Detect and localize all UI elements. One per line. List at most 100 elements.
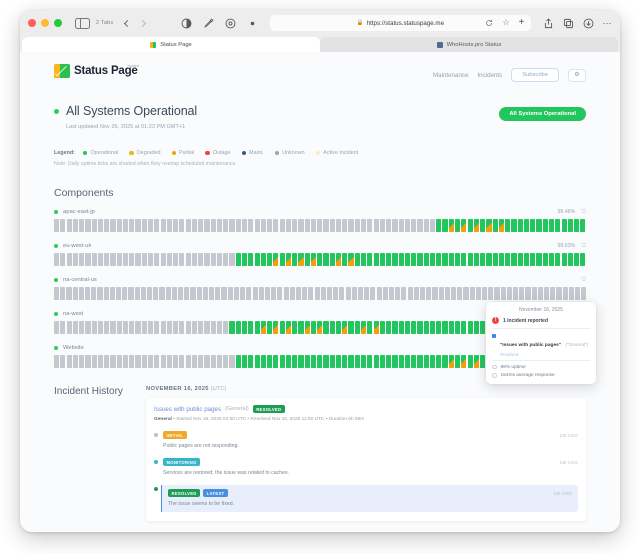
uptime-tick[interactable] bbox=[191, 321, 198, 334]
uptime-tick[interactable] bbox=[216, 321, 223, 334]
uptime-tick[interactable] bbox=[308, 287, 314, 300]
uptime-tick[interactable] bbox=[482, 287, 488, 300]
uptime-tick[interactable] bbox=[480, 321, 486, 334]
uptime-tick[interactable] bbox=[448, 355, 454, 368]
uptime-tick[interactable] bbox=[574, 253, 580, 266]
uptime-tick[interactable] bbox=[66, 287, 72, 300]
uptime-tick[interactable] bbox=[135, 321, 141, 334]
uptime-tick[interactable] bbox=[292, 355, 298, 368]
uptime-tick[interactable] bbox=[398, 355, 404, 368]
uptime-tick[interactable] bbox=[376, 287, 382, 300]
uptime-tick[interactable] bbox=[216, 355, 223, 368]
uptime-tick[interactable] bbox=[147, 253, 154, 266]
uptime-tick[interactable] bbox=[519, 287, 525, 300]
uptime-tick[interactable] bbox=[91, 287, 97, 300]
uptime-tick[interactable] bbox=[556, 287, 562, 300]
uptime-tick[interactable] bbox=[235, 219, 241, 232]
uptime-tick[interactable] bbox=[310, 355, 317, 368]
uptime-tick[interactable] bbox=[492, 253, 498, 266]
uptime-tick[interactable] bbox=[235, 355, 241, 368]
uptime-tick[interactable] bbox=[103, 287, 109, 300]
uptime-tick[interactable] bbox=[386, 321, 392, 334]
downloads-icon[interactable] bbox=[583, 18, 594, 29]
uptime-tick[interactable] bbox=[423, 253, 429, 266]
uptime-tick[interactable] bbox=[154, 355, 160, 368]
uptime-tick[interactable] bbox=[436, 253, 442, 266]
uptime-tick[interactable] bbox=[335, 321, 342, 334]
uptime-tick[interactable] bbox=[323, 219, 329, 232]
uptime-tick[interactable] bbox=[367, 321, 373, 334]
uptime-tick[interactable] bbox=[525, 287, 531, 300]
uptime-tick-bar[interactable] bbox=[54, 219, 586, 232]
uptime-tick[interactable] bbox=[221, 287, 227, 300]
uptime-tick[interactable] bbox=[122, 355, 129, 368]
uptime-tick[interactable] bbox=[348, 355, 354, 368]
uptime-tick[interactable] bbox=[429, 355, 436, 368]
uptime-tick[interactable] bbox=[417, 321, 423, 334]
uptime-tick[interactable] bbox=[480, 355, 486, 368]
uptime-tick[interactable] bbox=[116, 321, 122, 334]
uptime-tick[interactable] bbox=[530, 219, 536, 232]
uptime-tick[interactable] bbox=[455, 355, 461, 368]
uptime-tick[interactable] bbox=[147, 219, 154, 232]
uptime-tick[interactable] bbox=[241, 253, 248, 266]
uptime-tick[interactable] bbox=[467, 355, 473, 368]
uptime-tick[interactable] bbox=[85, 219, 91, 232]
uptime-tick[interactable] bbox=[561, 253, 567, 266]
uptime-tick[interactable] bbox=[260, 355, 266, 368]
uptime-tick[interactable] bbox=[310, 253, 317, 266]
uptime-tick[interactable] bbox=[165, 287, 171, 300]
uptime-tick[interactable] bbox=[273, 355, 279, 368]
uptime-tick[interactable] bbox=[198, 355, 204, 368]
uptime-tick[interactable] bbox=[461, 321, 467, 334]
uptime-tick[interactable] bbox=[548, 219, 555, 232]
uptime-tick[interactable] bbox=[241, 355, 248, 368]
uptime-tick[interactable] bbox=[141, 253, 147, 266]
uptime-tick[interactable] bbox=[326, 287, 333, 300]
uptime-tick[interactable] bbox=[72, 219, 78, 232]
uptime-tick[interactable] bbox=[417, 253, 423, 266]
uptime-tick[interactable] bbox=[229, 253, 235, 266]
uptime-tick[interactable] bbox=[413, 287, 419, 300]
uptime-tick[interactable] bbox=[367, 219, 373, 232]
uptime-tick[interactable] bbox=[233, 287, 239, 300]
uptime-tick[interactable] bbox=[544, 287, 550, 300]
uptime-tick[interactable] bbox=[562, 287, 568, 300]
uptime-tick[interactable] bbox=[129, 355, 135, 368]
uptime-tick[interactable] bbox=[66, 219, 72, 232]
uptime-tick[interactable] bbox=[473, 321, 479, 334]
uptime-tick[interactable] bbox=[292, 321, 298, 334]
uptime-tick[interactable] bbox=[417, 355, 423, 368]
uptime-tick[interactable] bbox=[361, 321, 367, 334]
uptime-tick[interactable] bbox=[292, 219, 298, 232]
uptime-tick[interactable] bbox=[97, 253, 104, 266]
uptime-tick[interactable] bbox=[411, 355, 417, 368]
settings-button[interactable]: ⚙ bbox=[568, 68, 586, 82]
uptime-tick[interactable] bbox=[339, 287, 345, 300]
uptime-tick[interactable] bbox=[298, 253, 304, 266]
uptime-tick[interactable] bbox=[536, 219, 542, 232]
uptime-tick[interactable] bbox=[154, 219, 160, 232]
uptime-tick[interactable] bbox=[223, 321, 229, 334]
uptime-tick[interactable] bbox=[323, 321, 329, 334]
uptime-tick[interactable] bbox=[289, 287, 295, 300]
uptime-tick[interactable] bbox=[398, 219, 404, 232]
uptime-tick[interactable] bbox=[97, 219, 104, 232]
uptime-tick[interactable] bbox=[444, 287, 450, 300]
uptime-tick[interactable] bbox=[457, 287, 463, 300]
uptime-tick[interactable] bbox=[373, 321, 379, 334]
uptime-tick[interactable] bbox=[141, 219, 147, 232]
uptime-tick[interactable] bbox=[147, 321, 154, 334]
uptime-tick[interactable] bbox=[320, 287, 326, 300]
uptime-tick[interactable] bbox=[91, 253, 97, 266]
uptime-tick[interactable] bbox=[97, 321, 104, 334]
uptime-tick[interactable] bbox=[258, 287, 264, 300]
uptime-tick[interactable] bbox=[436, 321, 442, 334]
uptime-tick[interactable] bbox=[54, 219, 60, 232]
uptime-tick[interactable] bbox=[198, 253, 204, 266]
uptime-tick[interactable] bbox=[185, 355, 191, 368]
uptime-tick[interactable] bbox=[166, 355, 172, 368]
uptime-tick[interactable] bbox=[317, 253, 323, 266]
uptime-tick[interactable] bbox=[329, 321, 335, 334]
uptime-tick[interactable] bbox=[260, 321, 266, 334]
